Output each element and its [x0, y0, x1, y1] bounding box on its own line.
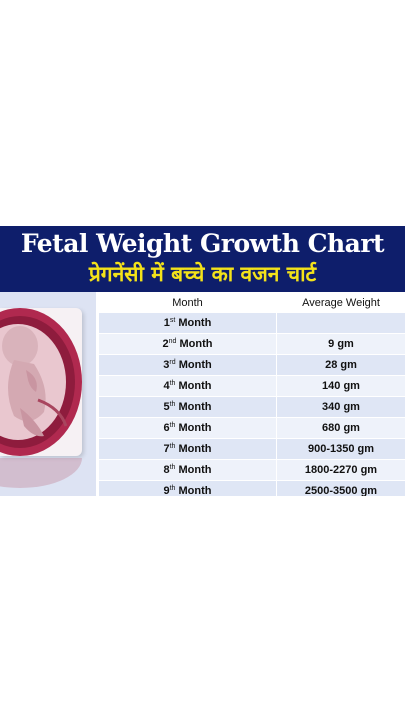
weight-cell: 2500-3500 gm: [276, 480, 405, 496]
month-label: Month: [178, 317, 212, 329]
month-cell: 8th Month: [98, 459, 277, 481]
month-label: Month: [178, 380, 212, 392]
table-row: 3rd Month 28 gm: [98, 354, 405, 376]
month-label: Month: [178, 401, 212, 413]
month-number: 3: [163, 359, 170, 371]
weight-cell: 680 gm: [276, 417, 405, 439]
chart-title: Fetal Weight Growth Chart: [20, 229, 385, 258]
table-row: 9th Month 2500-3500 gm: [98, 480, 405, 496]
weight-cell: 900-1350 gm: [276, 438, 405, 460]
weight-table-container: Month Average Weight 1st Month 2nd Month 9…: [98, 292, 405, 496]
month-number: 5: [163, 401, 170, 413]
month-cell: 1st Month: [98, 312, 277, 334]
month-label: Month: [178, 422, 212, 434]
chart-card: Fetal Weight Growth Chart प्रेगनेंसी में…: [0, 226, 405, 496]
fetus-in-womb-icon: [0, 308, 82, 456]
month-label: Month: [179, 338, 213, 350]
month-number: 1: [163, 317, 170, 329]
illustration-reflection: [0, 458, 82, 492]
month-ordinal-suffix: th: [169, 443, 176, 450]
table-row: 4th Month 140 gm: [98, 375, 405, 397]
table-row: 6th Month 680 gm: [98, 417, 405, 439]
month-label: Month: [178, 485, 212, 496]
month-cell: 4th Month: [98, 375, 277, 397]
month-ordinal-suffix: st: [169, 317, 176, 324]
month-cell: 9th Month: [98, 480, 277, 496]
month-label: Month: [178, 359, 212, 371]
weight-cell: [276, 312, 405, 334]
month-number: 7: [163, 443, 170, 455]
chart-subtitle: प्रेगनेंसी में बच्चे का वजन चार्ट: [88, 262, 317, 286]
month-cell: 5th Month: [98, 396, 277, 418]
month-number: 9: [163, 485, 170, 496]
month-ordinal-suffix: th: [169, 422, 176, 429]
table-row: 1st Month: [98, 312, 405, 334]
table-row: 7th Month 900-1350 gm: [98, 438, 405, 460]
month-ordinal-suffix: th: [169, 380, 176, 387]
weight-cell: 1800-2270 gm: [276, 459, 405, 481]
month-label: Month: [178, 464, 212, 476]
table-header-row: Month Average Weight: [98, 292, 405, 313]
month-ordinal-suffix: th: [169, 485, 176, 492]
month-ordinal-suffix: th: [169, 464, 176, 471]
month-number: 8: [163, 464, 170, 476]
column-header-month: Month: [98, 292, 277, 313]
weight-cell: 140 gm: [276, 375, 405, 397]
month-cell: 2nd Month: [98, 333, 277, 355]
month-number: 4: [163, 380, 170, 392]
month-number: 6: [163, 422, 170, 434]
weight-cell: 9 gm: [276, 333, 405, 355]
month-cell: 7th Month: [98, 438, 277, 460]
table-row: 2nd Month 9 gm: [98, 333, 405, 355]
month-ordinal-suffix: nd: [168, 338, 177, 345]
month-ordinal-suffix: rd: [169, 359, 176, 366]
month-cell: 6th Month: [98, 417, 277, 439]
weight-cell: 28 gm: [276, 354, 405, 376]
month-cell: 3rd Month: [98, 354, 277, 376]
column-header-average-weight: Average Weight: [276, 292, 405, 313]
table-row: 5th Month 340 gm: [98, 396, 405, 418]
month-label: Month: [178, 443, 212, 455]
month-ordinal-suffix: th: [169, 401, 176, 408]
month-number: 2: [162, 338, 169, 350]
table-row: 8th Month 1800-2270 gm: [98, 459, 405, 481]
title-banner: Fetal Weight Growth Chart प्रेगनेंसी में…: [0, 226, 405, 292]
weight-cell: 340 gm: [276, 396, 405, 418]
fetus-illustration: [0, 308, 82, 456]
weight-table: Month Average Weight 1st Month 2nd Month 9…: [98, 292, 405, 496]
